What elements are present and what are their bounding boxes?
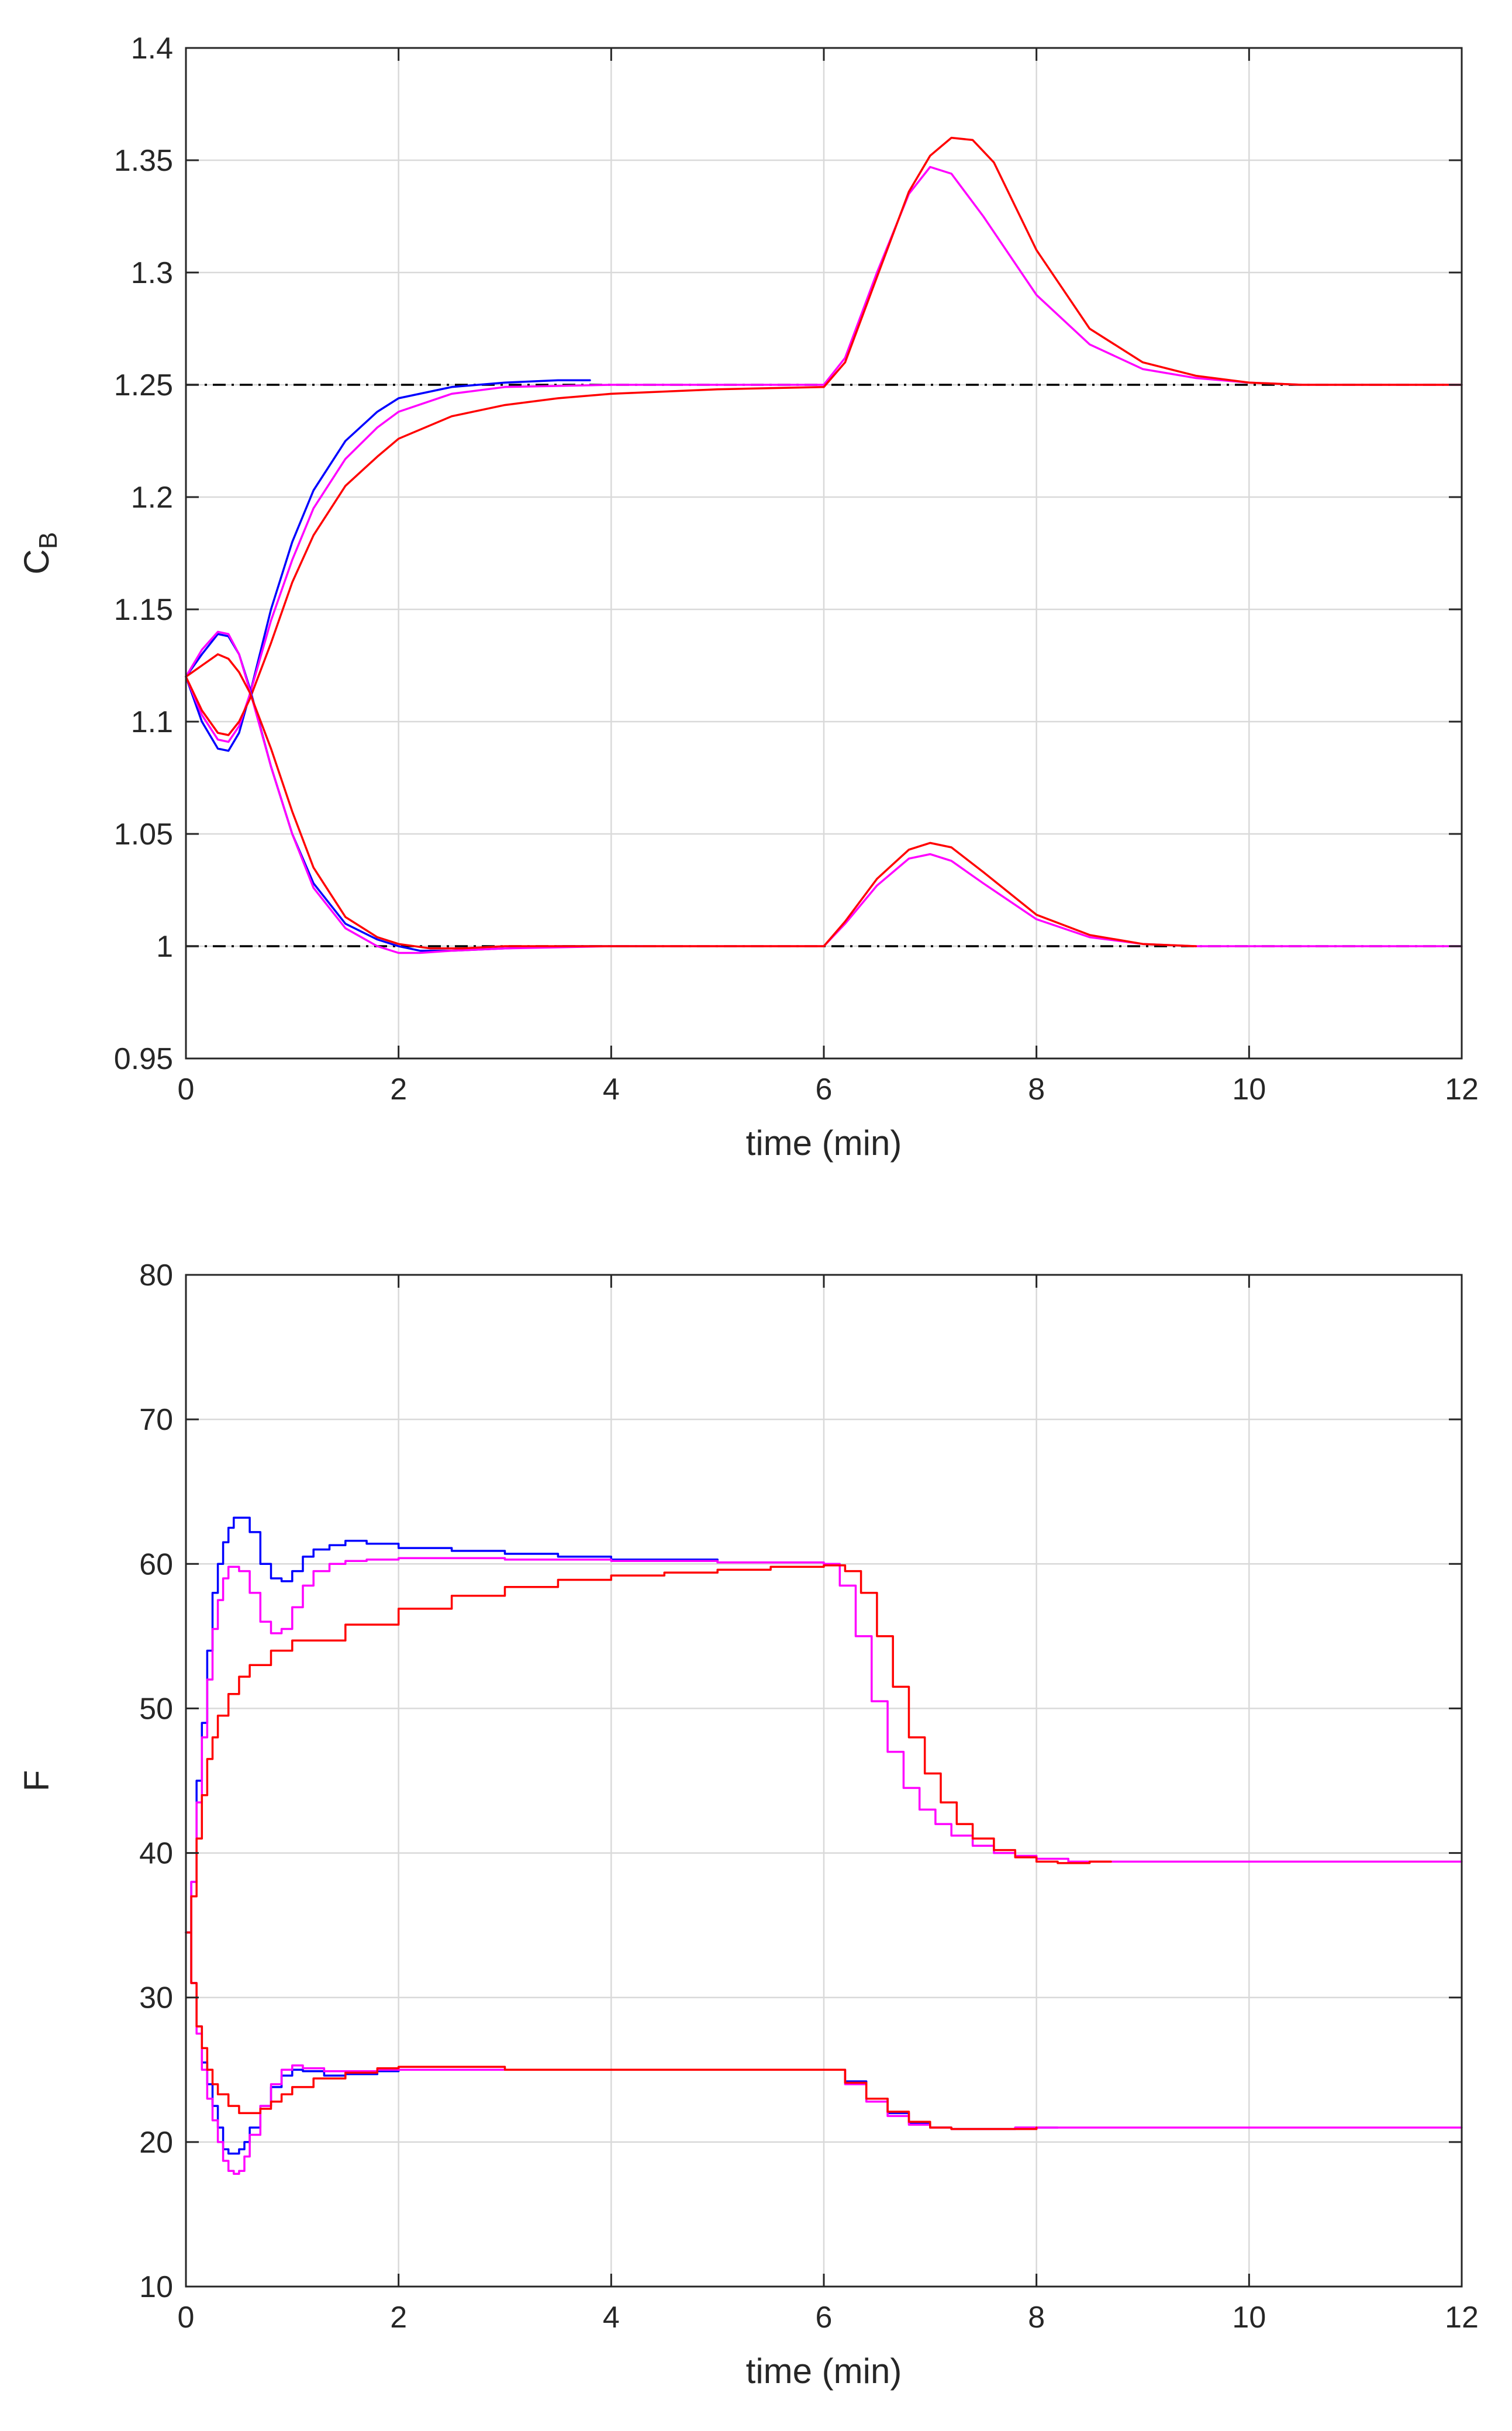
f-ticks: 0 2 4 6 8 10 12 10 20 30 40 50 60 70 80: [139, 1258, 1479, 2335]
cb-x-tick-label: 10: [1232, 1073, 1266, 1106]
f-chart: 0 2 4 6 8 10 12 10 20 30 40 50 60 70 80 time (min) F: [17, 1258, 1479, 2391]
cb-y-axis-label: CB: [17, 532, 63, 575]
f-series-red-upper: [185, 1564, 1112, 1934]
f-y-tick-label: 10: [139, 2270, 173, 2304]
f-x-tick-label: 2: [390, 2301, 407, 2335]
cb-y-tick-label: 1.15: [114, 593, 173, 627]
cb-y-tick-label: 1.3: [131, 256, 173, 290]
cb-x-tick-label: 6: [816, 1073, 833, 1106]
cb-x-tick-label: 0: [178, 1073, 195, 1106]
cb-chart: 0 2 4 6 8 10 12 0.95 1 1.05 1.1 1.15 1.2 1.25 1.3 1.35 1…: [17, 32, 1479, 1163]
cb-y-tick-label: 1.25: [114, 368, 173, 402]
f-series-magenta-upper: [185, 1557, 1463, 1934]
f-y-tick-label: 60: [139, 1547, 173, 1581]
cb-series-red-upper: [185, 136, 1463, 736]
f-y-axis-label: F: [17, 1770, 56, 1792]
cb-y-tick-label: 0.95: [114, 1042, 173, 1076]
cb-y-tick-label: 1.2: [131, 481, 173, 515]
cb-y-axis-label-subscript: B: [34, 532, 63, 549]
cb-x-axis-label: time (min): [746, 1123, 902, 1163]
f-x-tick-label: 12: [1445, 2301, 1479, 2335]
cb-y-tick-label: 1.4: [131, 32, 173, 65]
f-series-blue-upper: [185, 1516, 751, 1934]
cb-y-tick-label: 1.1: [131, 705, 173, 739]
f-y-tick-label: 40: [139, 1837, 173, 1871]
f-x-tick-label: 6: [816, 2301, 833, 2335]
cb-x-tick-label: 8: [1028, 1073, 1045, 1106]
f-gridlines: [186, 1275, 1462, 2287]
cb-y-tick-label: 1: [156, 930, 173, 964]
f-y-tick-label: 50: [139, 1692, 173, 1726]
f-x-axis-label: time (min): [746, 2351, 902, 2391]
cb-x-tick-label: 4: [603, 1073, 620, 1106]
cb-y-tick-label: 1.05: [114, 818, 173, 851]
f-series: [185, 1516, 1463, 2175]
cb-y-tick-label: 1.35: [114, 144, 173, 178]
f-y-tick-label: 20: [139, 2126, 173, 2160]
cb-series-blue-upper: [185, 379, 591, 752]
f-x-tick-label: 8: [1028, 2301, 1045, 2335]
cb-series-magenta-lower: [185, 630, 1463, 954]
f-x-tick-label: 0: [178, 2301, 195, 2335]
cb-ticks: 0 2 4 6 8 10 12 0.95 1 1.05 1.1 1.15 1.2 1.25 1.3 1.35 1…: [114, 32, 1479, 1106]
f-y-tick-label: 80: [139, 1258, 173, 1292]
f-series-magenta-lower: [185, 1931, 1463, 2175]
f-x-tick-label: 10: [1232, 2301, 1266, 2335]
cb-y-axis-label-main: C: [17, 549, 56, 574]
cb-series: [185, 136, 1463, 954]
cb-series-red-lower: [185, 653, 1197, 950]
cb-x-tick-label: 12: [1445, 1073, 1479, 1106]
cb-x-tick-label: 2: [390, 1073, 407, 1106]
f-series-red-lower: [185, 1931, 1038, 2130]
f-y-tick-label: 30: [139, 1981, 173, 2015]
f-x-tick-label: 4: [603, 2301, 620, 2335]
f-y-tick-label: 70: [139, 1403, 173, 1437]
